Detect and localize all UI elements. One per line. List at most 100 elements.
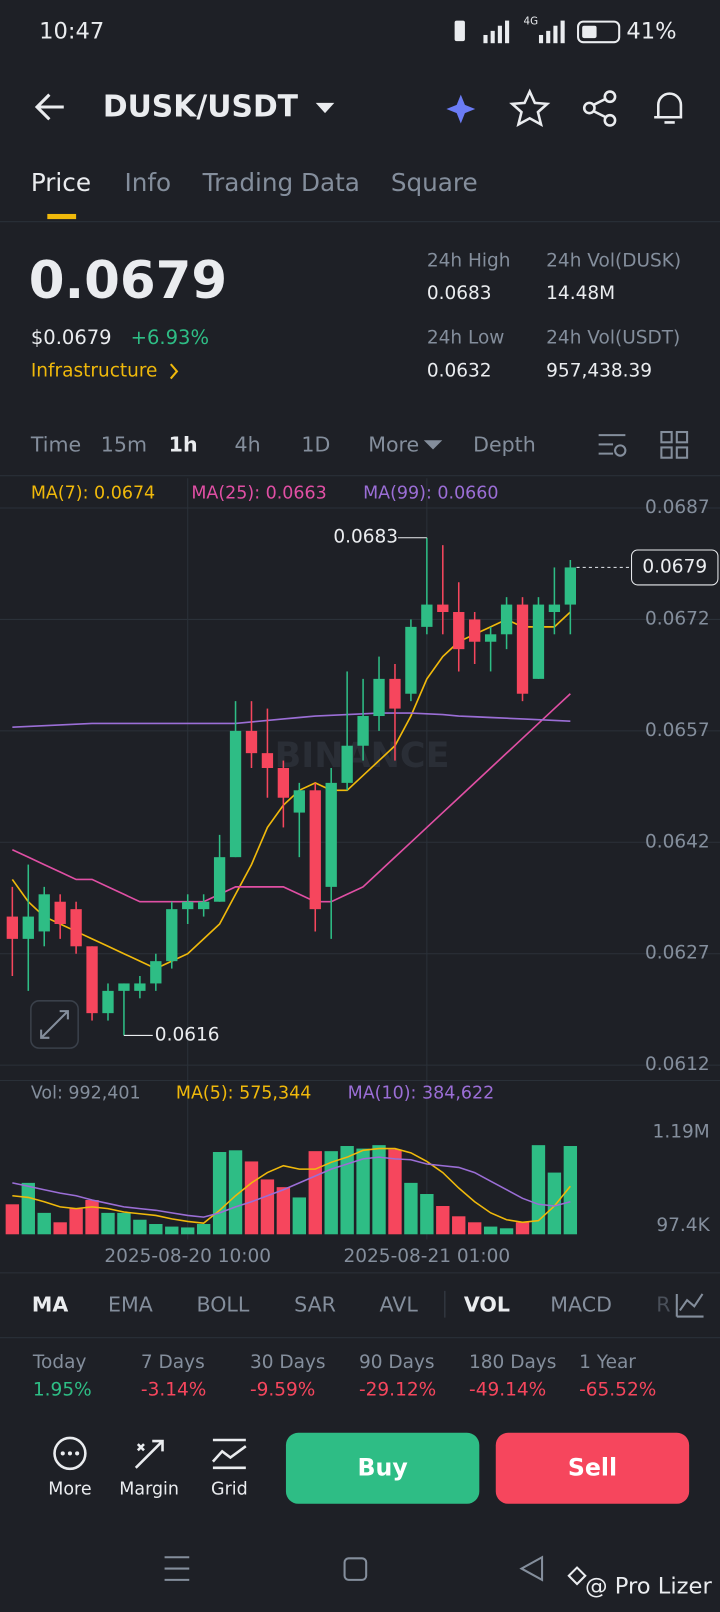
fullscreen-icon	[40, 1010, 69, 1039]
candle-body	[469, 619, 481, 642]
action-icons	[53, 1436, 247, 1471]
ma-line	[11, 693, 571, 903]
indicator-tab[interactable]: AVL	[380, 1292, 419, 1316]
status-icons	[454, 20, 621, 44]
usd-price: $0.0679	[31, 326, 112, 349]
period-change: -9.59%	[250, 1380, 315, 1401]
candle-body	[38, 894, 50, 932]
tab[interactable]: Price	[31, 168, 91, 197]
volume-bar	[483, 1226, 498, 1235]
action-label[interactable]: Grid	[211, 1479, 248, 1499]
stat-label: 24h Low	[427, 327, 505, 348]
more-dots	[60, 1451, 80, 1456]
interval[interactable]: Time	[30, 432, 81, 456]
volume-bar	[531, 1145, 546, 1235]
period-change: -3.14%	[141, 1380, 206, 1401]
buy-button[interactable]	[285, 1432, 480, 1504]
candle-body	[293, 790, 305, 813]
share-icon[interactable]	[582, 90, 617, 127]
candle-body	[102, 990, 114, 1014]
favorite-icon[interactable]	[509, 88, 551, 128]
interval[interactable]: More	[368, 432, 419, 456]
volume-bar	[133, 1219, 147, 1235]
volume-bar	[468, 1222, 482, 1235]
period-label: 180 Days	[469, 1352, 556, 1373]
sell-label[interactable]: Sell	[568, 1453, 617, 1481]
nav-home[interactable]	[343, 1557, 368, 1581]
buy-label[interactable]: Buy	[357, 1453, 407, 1481]
interval[interactable]: 1h	[169, 432, 198, 456]
volume-bar	[388, 1149, 402, 1235]
volume-tick-label: 97.4K	[656, 1215, 710, 1236]
period-label: Today	[32, 1352, 87, 1373]
last-price-box	[631, 549, 719, 586]
indicator-tab[interactable]: BOLL	[196, 1292, 249, 1316]
tab[interactable]: Trading Data	[202, 168, 360, 197]
action-label[interactable]: Margin	[119, 1479, 179, 1499]
ma-line	[12, 712, 571, 728]
divider	[0, 1272, 720, 1274]
alert-icon[interactable]	[654, 92, 683, 124]
volume-bar	[515, 1222, 530, 1235]
interval[interactable]: 4h	[235, 432, 261, 456]
candle-body	[70, 909, 82, 947]
indicator-tab[interactable]: R	[656, 1292, 670, 1316]
ai-icon[interactable]	[446, 94, 476, 124]
indicator-tab[interactable]: SAR	[294, 1292, 336, 1316]
y-tick-label: 0.0657	[645, 720, 710, 741]
price-change: +6.93%	[131, 326, 209, 349]
last-price-label: 0.0679	[642, 556, 707, 577]
layout-icon[interactable]	[660, 430, 689, 459]
candle-body	[516, 604, 529, 694]
x-tick-label: 2025-08-20 10:00	[104, 1246, 271, 1267]
y-tick-label: 0.0672	[645, 608, 710, 629]
nav-back[interactable]	[519, 1555, 544, 1582]
y-tick-label: 0.0627	[645, 943, 710, 964]
volume-bar	[165, 1226, 179, 1235]
indicator-tab[interactable]: MA	[32, 1292, 68, 1316]
period-change: -49.14%	[469, 1380, 546, 1401]
volume-bar	[499, 1228, 514, 1235]
pair-title[interactable]: DUSK/USDT	[103, 90, 299, 125]
sell-button[interactable]	[495, 1432, 690, 1504]
more-caret	[423, 440, 443, 450]
volume-ma-legend: MA(5): 575,344	[176, 1083, 311, 1103]
indicator-tab[interactable]: EMA	[108, 1292, 153, 1316]
nav-recent[interactable]	[164, 1556, 190, 1581]
candle-body	[437, 604, 449, 613]
interval[interactable]: 1D	[301, 432, 330, 456]
tab[interactable]: Info	[124, 168, 171, 197]
chart-settings-icon[interactable]	[598, 434, 627, 457]
fullscreen-button[interactable]	[30, 1000, 79, 1049]
watermark: @ Pro Lizer	[585, 1574, 713, 1600]
separator	[444, 1290, 446, 1318]
sector-arrow	[169, 363, 179, 380]
indicator-tab[interactable]: MACD	[550, 1292, 612, 1316]
candle-body	[532, 604, 545, 679]
tab[interactable]: Square	[391, 168, 478, 197]
sector-tag[interactable]: Infrastructure	[31, 360, 158, 381]
back-button[interactable]	[34, 93, 64, 121]
divider	[0, 475, 720, 477]
stat-value: 957,438.39	[546, 360, 652, 381]
interval[interactable]: Depth	[473, 432, 536, 456]
indicator-settings-icon[interactable]	[675, 1293, 704, 1318]
ma-legend: MA(25): 0.0663	[191, 484, 326, 504]
volume-bar	[340, 1146, 354, 1235]
period-label: 30 Days	[250, 1352, 326, 1373]
volume-bar	[420, 1194, 434, 1235]
candle-body	[245, 730, 258, 754]
candle-body	[500, 604, 513, 635]
period-label: 90 Days	[359, 1352, 435, 1373]
volume-bar	[404, 1182, 418, 1235]
candle-body	[118, 983, 130, 991]
candle-body	[150, 961, 162, 984]
volume-ma-line	[12, 1156, 571, 1218]
indicator-tab[interactable]: VOL	[464, 1292, 510, 1316]
volume-bar	[308, 1151, 322, 1235]
pair-dropdown[interactable]	[315, 102, 335, 114]
volume-bar	[53, 1222, 67, 1235]
interval[interactable]: 15m	[101, 432, 147, 456]
action-label[interactable]: More	[48, 1479, 91, 1499]
